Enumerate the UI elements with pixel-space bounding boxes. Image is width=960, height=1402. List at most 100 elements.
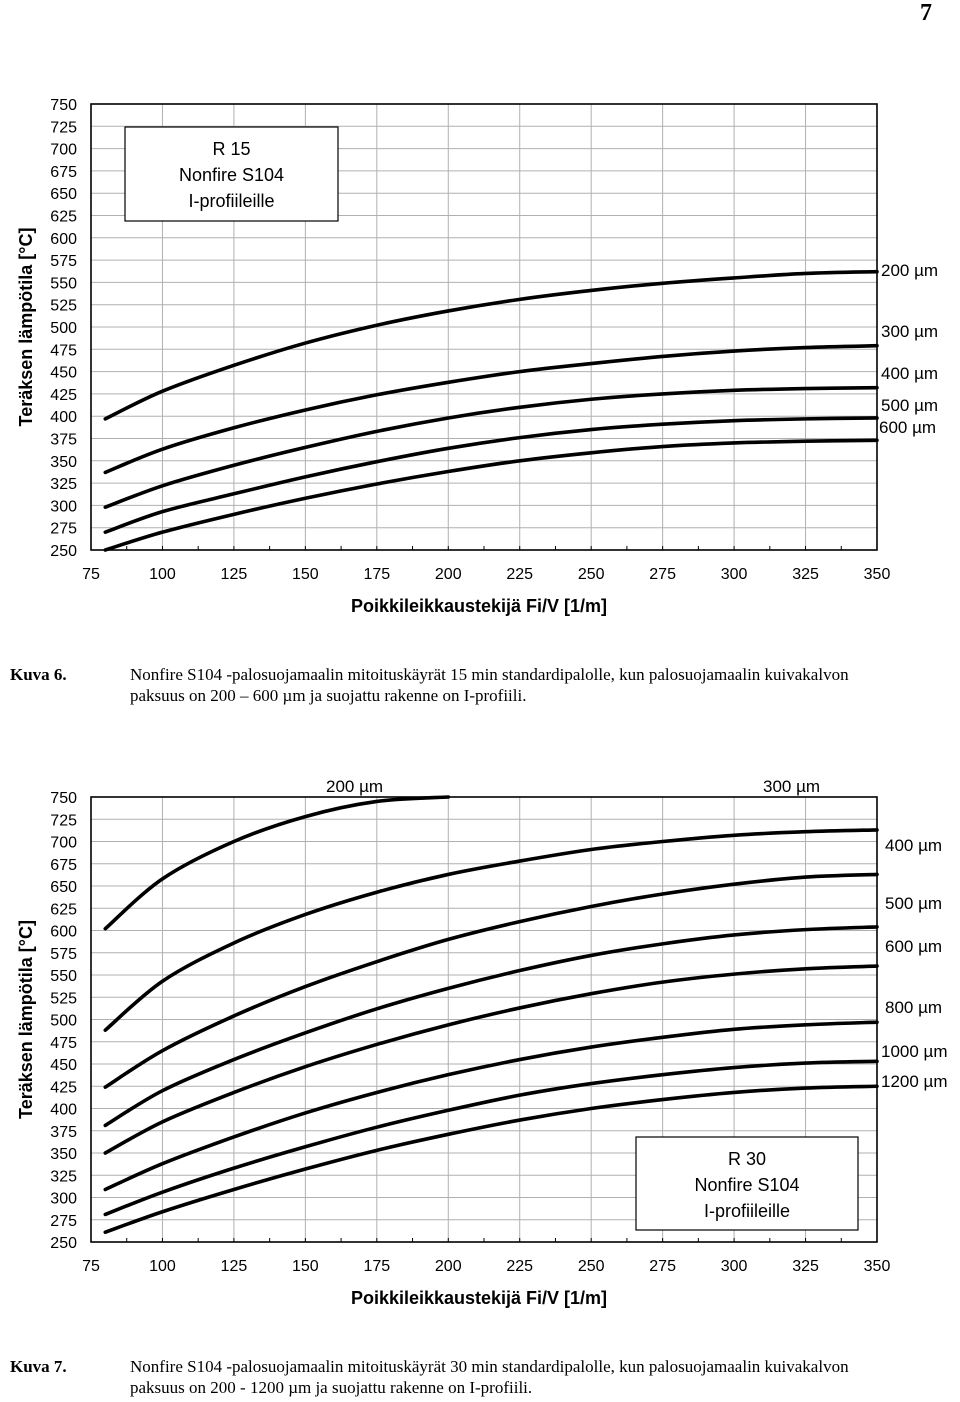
caption-label: Kuva 6.: [10, 665, 67, 684]
series-label: 300 µm: [881, 322, 938, 341]
x-tick-label: 225: [506, 566, 533, 583]
series-label: 500 µm: [881, 396, 938, 415]
x-tick-label: 325: [792, 1258, 819, 1275]
y-tick-label: 475: [50, 1035, 77, 1052]
y-tick-label: 475: [50, 342, 77, 359]
series-line: [103, 438, 879, 552]
series-label: 200 µm: [881, 261, 938, 280]
x-tick-label: 125: [221, 1258, 248, 1275]
y-tick-label: 650: [50, 879, 77, 896]
chart-info-box-line: R 15: [212, 139, 250, 159]
y-tick-label: 525: [50, 990, 77, 1007]
y-tick-label: 700: [50, 142, 77, 159]
y-tick-label: 750: [50, 790, 77, 807]
y-tick-label: 675: [50, 857, 77, 874]
chart-r15: 250 275 300 325 350 375 400 425 450 475 500 525 550 5…: [16, 97, 938, 616]
chart-info-box-line: I-profiileille: [188, 191, 274, 211]
caption-text: Nonfire S104 -palosuojamaalin mitoituskä…: [130, 665, 849, 705]
y-tick-label: 500: [50, 1013, 77, 1030]
chart-info-box: [124, 126, 339, 222]
y-tick-label: 700: [50, 835, 77, 852]
chart-info-box-line: Nonfire S104: [694, 1175, 799, 1195]
chart-info-box-line: I-profiileille: [704, 1201, 790, 1221]
y-tick-label: 350: [50, 454, 77, 471]
series-label: 1000 µm: [881, 1042, 948, 1061]
y-tick-label: 625: [50, 901, 77, 918]
y-tick-label: 400: [50, 409, 77, 426]
y-tick-label: 325: [50, 1168, 77, 1185]
y-tick-label: 525: [50, 298, 77, 315]
series-line: [103, 416, 879, 534]
y-tick-label: 250: [50, 543, 77, 560]
x-tick-label: 150: [292, 1258, 319, 1275]
chart-info-box-line: R 30: [728, 1149, 766, 1169]
y-tick-label: 600: [50, 924, 77, 941]
x-tick-label: 175: [363, 1258, 390, 1275]
y-tick-label: 575: [50, 946, 77, 963]
y-tick-label: 400: [50, 1102, 77, 1119]
x-tick-label: 225: [506, 1258, 533, 1275]
y-axis-title: Teräksen lämpötila [°C]: [16, 920, 36, 1119]
x-tick-label: 200: [435, 566, 462, 583]
y-tick-label: 425: [50, 1079, 77, 1096]
y-tick-label: 250: [50, 1235, 77, 1252]
x-tick-label: 100: [149, 566, 176, 583]
x-tick-label: 75: [82, 566, 100, 583]
y-tick-label: 375: [50, 1124, 77, 1141]
series-line: [103, 925, 879, 1128]
series-label: 500 µm: [885, 894, 942, 913]
y-tick-label: 550: [50, 968, 77, 985]
x-axis-title: Poikkileikkaustekijä Fi/V [1/m]: [351, 596, 607, 616]
series-line: [103, 343, 879, 475]
caption-text: Nonfire S104 -palosuojamaalin mitoituskä…: [130, 1357, 849, 1397]
y-tick-label: 650: [50, 186, 77, 203]
series-line: [103, 385, 879, 509]
y-axis-title: Teräksen lämpötila [°C]: [16, 228, 36, 427]
series-line: [103, 795, 451, 931]
series-line: [103, 1084, 879, 1235]
y-tick-label: 275: [50, 521, 77, 538]
caption-label: Kuva 7.: [10, 1357, 67, 1376]
x-tick-label: 100: [149, 1258, 176, 1275]
series-label: 1200 µm: [881, 1072, 948, 1091]
y-tick-label: 675: [50, 164, 77, 181]
y-tick-label: 450: [50, 365, 77, 382]
y-tick-label: 275: [50, 1213, 77, 1230]
x-tick-label: 200: [435, 1258, 462, 1275]
series-label: 600 µm: [879, 418, 936, 437]
y-tick-label: 725: [50, 812, 77, 829]
chart-info-box-line: Nonfire S104: [179, 165, 284, 185]
y-tick-label: 450: [50, 1057, 77, 1074]
x-tick-label: 275: [649, 1258, 676, 1275]
page-number: 7: [920, 0, 932, 26]
x-tick-label: 250: [578, 566, 605, 583]
x-axis-title: Poikkileikkaustekijä Fi/V [1/m]: [351, 1288, 607, 1308]
x-tick-label: 325: [792, 566, 819, 583]
x-tick-label: 125: [221, 566, 248, 583]
series-line: [103, 1059, 879, 1217]
y-tick-label: 300: [50, 1191, 77, 1208]
series-line: [103, 964, 879, 1155]
y-tick-label: 550: [50, 275, 77, 292]
series-label: 600 µm: [885, 937, 942, 956]
y-tick-label: 600: [50, 231, 77, 248]
y-tick-label: 375: [50, 432, 77, 449]
y-tick-label: 500: [50, 320, 77, 337]
chart-info-box: [635, 1136, 859, 1231]
y-tick-label: 350: [50, 1146, 77, 1163]
series-line: [103, 872, 879, 1089]
x-tick-label: 300: [721, 1258, 748, 1275]
x-tick-label: 275: [649, 566, 676, 583]
series-line: [103, 828, 879, 1032]
x-tick-label: 150: [292, 566, 319, 583]
y-tick-label: 625: [50, 209, 77, 226]
y-tick-label: 425: [50, 387, 77, 404]
series-label: 200 µm: [326, 777, 383, 796]
x-tick-label: 75: [82, 1258, 100, 1275]
y-tick-label: 725: [50, 119, 77, 136]
series-label: 300 µm: [763, 777, 820, 796]
x-tick-label: 250: [578, 1258, 605, 1275]
x-tick-label: 350: [864, 1258, 891, 1275]
series-line: [103, 269, 879, 421]
